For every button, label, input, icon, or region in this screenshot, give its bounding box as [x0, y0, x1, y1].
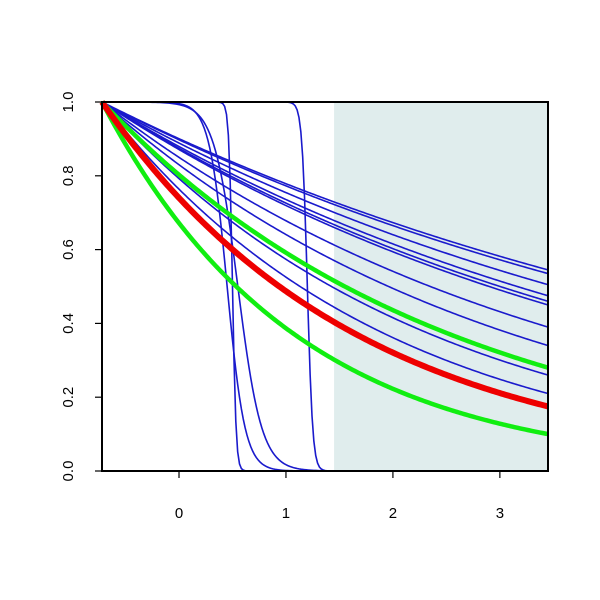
shaded-region	[334, 102, 548, 471]
blue-survival-line-6	[101, 101, 549, 306]
y-tick-label-4: 0.8	[60, 165, 77, 186]
red-curve	[99, 100, 549, 410]
plot-frame	[101, 101, 549, 472]
blue-survival-line-9	[101, 101, 549, 376]
blue-survival-line-3	[101, 101, 549, 286]
x-tick-label-3: 3	[496, 505, 504, 522]
green-curve-2	[100, 100, 549, 437]
blue-survival-line-10	[101, 101, 549, 395]
green-curve-1	[100, 100, 549, 370]
y-tick-label-1: 0.2	[60, 387, 77, 408]
x-tick-label-2: 2	[389, 505, 397, 522]
y-axis: 0.0 0.2 0.4 0.6 0.8 1.0	[60, 92, 102, 482]
x-tick-label-0: 0	[175, 505, 183, 522]
x-tick-label-1: 1	[282, 505, 290, 522]
blue-survival-line-1	[101, 101, 549, 271]
y-tick-label-5: 1.0	[60, 92, 77, 113]
blue-survival-line-8	[101, 101, 549, 347]
blue-survival-line-4	[101, 101, 549, 297]
blue-survival-line-7	[101, 101, 549, 328]
blue-survival-line-5	[101, 101, 549, 303]
x-axis: 0 1 2 3	[175, 471, 504, 522]
y-tick-label-0: 0.0	[60, 461, 77, 482]
y-tick-label-3: 0.6	[60, 239, 77, 260]
y-tick-label-2: 0.4	[60, 313, 77, 334]
blue-survival-line-2	[101, 101, 549, 275]
